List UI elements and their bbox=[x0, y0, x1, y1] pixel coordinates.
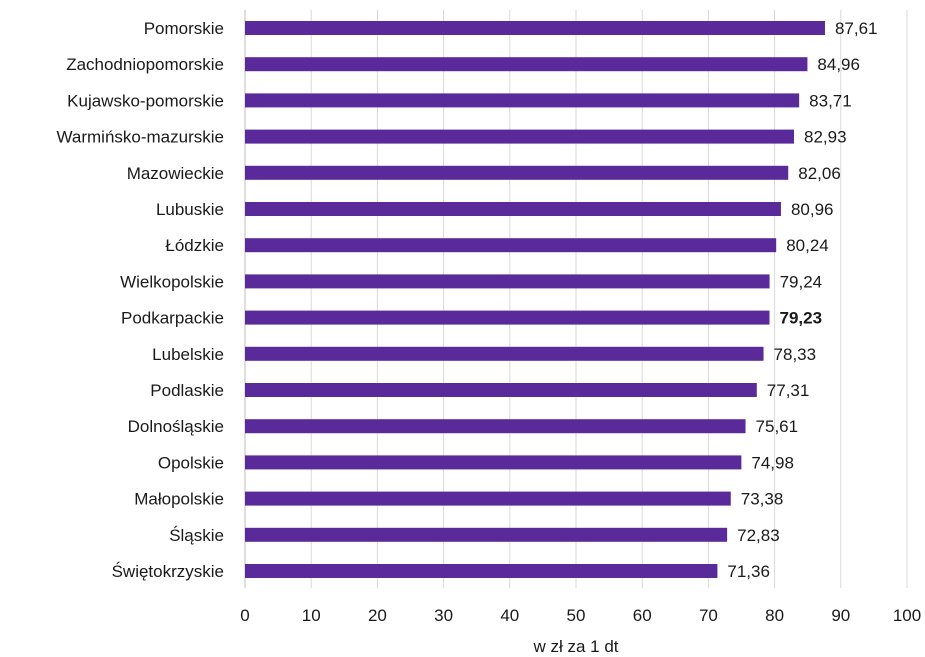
data-label: 78,33 bbox=[774, 345, 817, 364]
bar bbox=[245, 274, 770, 289]
data-label: 84,96 bbox=[817, 55, 860, 74]
x-tick-label: 100 bbox=[893, 606, 921, 625]
bar bbox=[245, 527, 728, 542]
bar bbox=[245, 21, 825, 35]
bar bbox=[245, 129, 794, 144]
bar bbox=[245, 93, 800, 108]
category-label: Warmińsko-mazurskie bbox=[56, 128, 224, 147]
x-tick-label: 20 bbox=[368, 606, 387, 625]
x-tick-label: 10 bbox=[302, 606, 321, 625]
bar bbox=[245, 57, 808, 72]
data-label: 82,93 bbox=[804, 128, 847, 147]
category-label: Podkarpackie bbox=[121, 309, 224, 328]
value-labels: 87,61 84,96 83,71 82,93 82,06 80,96 80,24 79,24… bbox=[727, 19, 877, 581]
bar bbox=[245, 346, 764, 361]
category-label: Zachodniopomorskie bbox=[66, 55, 224, 74]
bar bbox=[245, 491, 731, 506]
category-label: Małopolskie bbox=[134, 490, 224, 509]
x-axis-title: w zł za 1 dt bbox=[532, 637, 618, 656]
category-label: Dolnośląskie bbox=[128, 417, 224, 436]
bar bbox=[245, 165, 789, 180]
x-tick-label: 80 bbox=[765, 606, 784, 625]
data-label: 79,24 bbox=[780, 272, 823, 291]
x-tick-label: 60 bbox=[633, 606, 652, 625]
bar bbox=[245, 383, 757, 397]
x-tick-label: 90 bbox=[831, 606, 850, 625]
data-label: 80,96 bbox=[791, 200, 834, 219]
category-label: Mazowieckie bbox=[127, 164, 224, 183]
category-label: Opolskie bbox=[158, 453, 224, 472]
bar bbox=[245, 419, 746, 434]
bar bbox=[245, 238, 777, 253]
data-label: 73,38 bbox=[741, 490, 784, 509]
data-label: 87,61 bbox=[835, 19, 878, 38]
category-label: Świętokrzyskie bbox=[112, 562, 224, 581]
data-label: 82,06 bbox=[798, 164, 841, 183]
x-tick-label: 40 bbox=[500, 606, 519, 625]
bar bbox=[245, 202, 781, 216]
bars bbox=[245, 21, 825, 578]
category-label: Wielkopolskie bbox=[120, 272, 224, 291]
bar bbox=[245, 310, 770, 325]
data-label: 79,23 bbox=[780, 309, 823, 328]
bar bbox=[245, 564, 718, 578]
x-tick-label: 0 bbox=[240, 606, 249, 625]
category-label: Podlaskie bbox=[150, 381, 224, 400]
category-label: Pomorskie bbox=[144, 19, 224, 38]
category-labels: Pomorskie Zachodniopomorskie Kujawsko-pomo… bbox=[56, 19, 224, 581]
category-label: Lubelskie bbox=[152, 345, 224, 364]
category-label: Lubuskie bbox=[156, 200, 224, 219]
data-label: 75,61 bbox=[756, 417, 799, 436]
x-tick-label: 50 bbox=[567, 606, 586, 625]
data-label: 74,98 bbox=[751, 453, 794, 472]
x-tick-labels: 0 10 20 30 40 50 60 70 80 90 100 bbox=[240, 606, 921, 625]
data-label: 71,36 bbox=[727, 562, 770, 581]
category-label: Śląskie bbox=[169, 526, 224, 545]
x-tick-label: 30 bbox=[434, 606, 453, 625]
data-label: 83,71 bbox=[809, 91, 852, 110]
x-tick-label: 70 bbox=[699, 606, 718, 625]
category-label: Łódzkie bbox=[165, 236, 224, 255]
category-label: Kujawsko-pomorskie bbox=[67, 91, 224, 110]
data-label: 72,83 bbox=[737, 526, 780, 545]
bar bbox=[245, 455, 742, 470]
data-label: 77,31 bbox=[767, 381, 810, 400]
data-label: 80,24 bbox=[786, 236, 829, 255]
